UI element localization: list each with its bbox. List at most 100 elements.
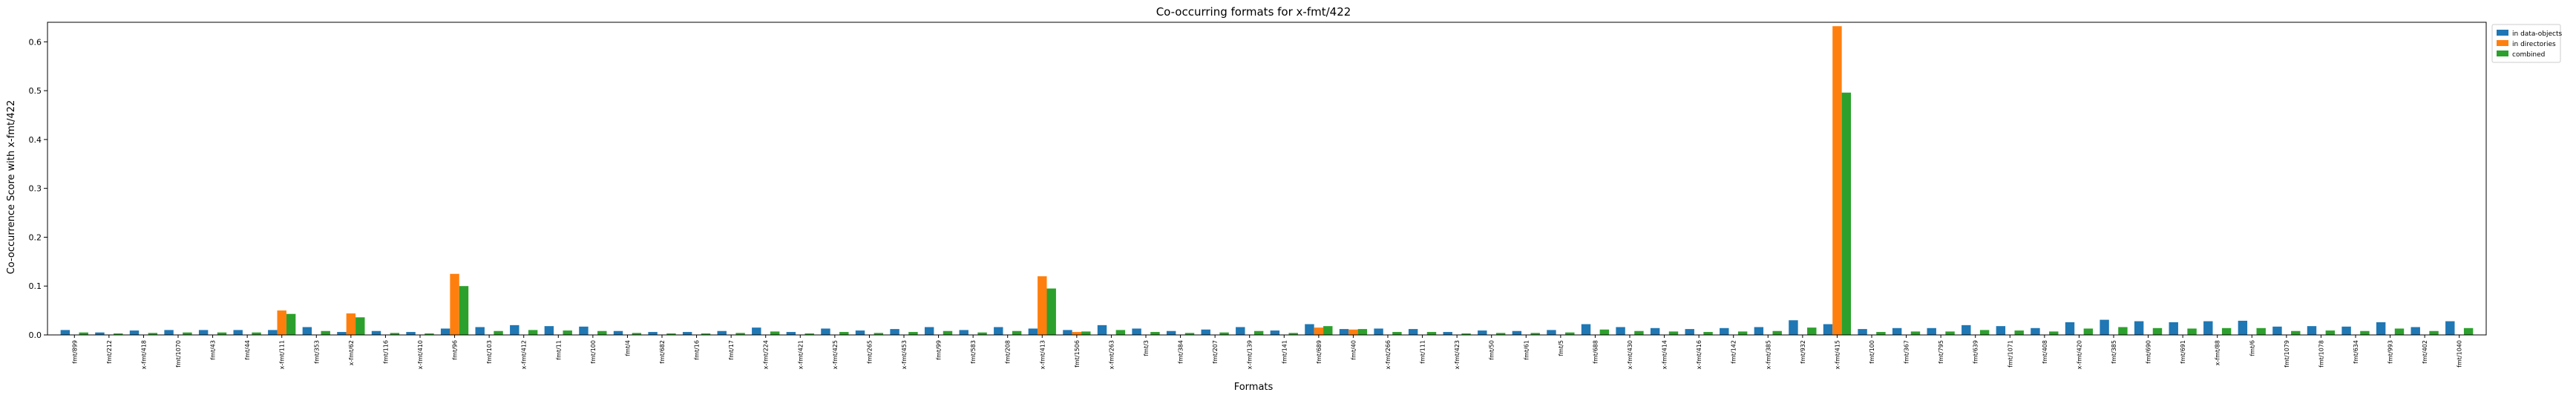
x-tick-label: fmt/690 [2146, 340, 2152, 364]
bar-0-58 [2065, 322, 2075, 335]
bar-0-55 [1962, 325, 1971, 335]
x-tick-label: fmt/353 [313, 340, 320, 364]
bar-2-63 [2256, 327, 2266, 335]
bar-0-21 [786, 332, 796, 335]
x-tick-label: x-fmt/263 [1108, 340, 1115, 369]
x-tick-label: fmt/1506 [1074, 340, 1081, 368]
bar-2-23 [874, 333, 884, 335]
x-tick-label: x-fmt/453 [901, 340, 908, 369]
bar-2-41 [1495, 333, 1506, 335]
x-tick-label: fmt/1078 [2318, 340, 2324, 368]
bar-0-25 [924, 327, 934, 335]
x-tick-label: fmt/11 [555, 340, 562, 360]
bar-0-10 [406, 332, 416, 335]
bar-2-32 [1184, 333, 1195, 335]
bar-2-52 [1876, 332, 1886, 335]
x-tick-label: x-fmt/385 [1765, 340, 1772, 369]
x-tick-label: x-fmt/62 [348, 340, 355, 365]
legend-swatch-2 [2497, 50, 2508, 56]
x-tick-label: fmt/384 [1178, 340, 1184, 364]
x-tick-label: fmt/682 [659, 340, 666, 364]
x-tick-label: fmt/208 [1005, 340, 1012, 364]
bar-0-63 [2238, 320, 2248, 335]
x-tick-label: x-fmt/420 [2076, 340, 2082, 369]
bar-0-51 [1823, 324, 1833, 335]
bar-2-58 [2083, 328, 2094, 335]
bar-2-51 [1841, 92, 1852, 335]
bar-0-40 [1443, 332, 1452, 335]
x-tick-labels: fmt/899 fmt/212 x-fmt/418 fmt/1070 fmt/43 fmt… [71, 335, 2463, 369]
bar-2-56 [2014, 330, 2024, 335]
bar-0-9 [371, 330, 381, 335]
x-tick-label: x-fmt/111 [279, 340, 286, 369]
bar-2-60 [2152, 327, 2163, 335]
x-tick-label: fmt/408 [2042, 340, 2048, 364]
x-tick-label: fmt/3 [1143, 340, 1150, 356]
bar-2-69 [2463, 327, 2474, 335]
bar-0-56 [1996, 326, 2006, 335]
bar-0-8 [337, 332, 347, 335]
bar-0-18 [682, 332, 692, 335]
bar-2-29 [1081, 331, 1091, 335]
y-tick-label: 0.0 [29, 330, 42, 340]
legend-label-1: in directories [2512, 41, 2556, 48]
legend-box [2491, 24, 2561, 63]
bar-1-8 [346, 313, 356, 335]
bar-2-48 [1737, 331, 1748, 335]
bar-0-59 [2100, 319, 2109, 335]
bar-0-49 [1754, 327, 1764, 335]
y-tick-label: 0.1 [29, 281, 42, 291]
x-tick-label: fmt/689 [1316, 340, 1323, 364]
bar-2-15 [597, 330, 607, 335]
x-tick-label: fmt/688 [1592, 340, 1599, 364]
x-tick-label: fmt/1040 [2457, 340, 2463, 368]
bar-2-67 [2394, 328, 2405, 335]
bar-2-59 [2118, 327, 2128, 335]
bar-1-29 [1072, 332, 1082, 335]
x-tick-label: x-fmt/421 [797, 340, 804, 369]
bar-0-16 [613, 330, 623, 335]
bar-2-1 [114, 333, 123, 335]
bar-0-19 [717, 330, 727, 335]
x-tick-label: fmt/99 [936, 340, 943, 360]
bar-0-3 [164, 330, 174, 335]
bar-2-13 [528, 330, 538, 335]
bar-0-32 [1166, 330, 1176, 335]
bar-2-44 [1599, 329, 1610, 335]
bar-0-61 [2169, 322, 2178, 335]
x-tick-label: fmt/17 [728, 340, 735, 360]
x-tick-label: fmt/207 [1212, 340, 1219, 364]
bar-0-46 [1650, 327, 1660, 335]
x-tick-label: x-fmt/416 [1696, 340, 1702, 369]
bar-0-48 [1720, 327, 1729, 335]
x-tick-label: x-fmt/410 [417, 340, 424, 369]
x-tick-label: fmt/141 [1281, 340, 1288, 364]
x-axis-label: Formats [1234, 382, 1274, 393]
bar-0-69 [2445, 321, 2455, 335]
x-tick-label: fmt/5 [1558, 340, 1564, 356]
bar-0-43 [1547, 330, 1556, 335]
bar-0-68 [2411, 327, 2420, 335]
bar-0-50 [1789, 320, 1798, 335]
y-axis-label: Co-occurrence Score with x-fmt/422 [6, 100, 17, 275]
x-tick-label: fmt/111 [1420, 340, 1426, 364]
x-tick-label: fmt/639 [1973, 340, 1979, 364]
bar-2-64 [2291, 330, 2301, 335]
bar-2-33 [1219, 332, 1229, 335]
x-tick-label: fmt/50 [1489, 340, 1495, 360]
bar-2-53 [1910, 331, 1921, 335]
bar-2-26 [977, 332, 987, 335]
x-tick-label: fmt/1071 [2007, 340, 2013, 368]
y-tick-label: 0.5 [29, 86, 42, 96]
bar-0-34 [1236, 327, 1245, 335]
bar-2-61 [2187, 328, 2197, 335]
x-tick-label: fmt/6 [2249, 340, 2255, 356]
bar-2-24 [908, 332, 918, 335]
bar-0-24 [890, 329, 899, 335]
bar-0-37 [1339, 329, 1349, 335]
bar-0-26 [959, 330, 969, 335]
x-tick-label: fmt/61 [1523, 340, 1530, 360]
x-tick-label: fmt/100 [1869, 340, 1875, 364]
bar-0-15 [579, 326, 589, 335]
bar-2-45 [1634, 330, 1644, 335]
